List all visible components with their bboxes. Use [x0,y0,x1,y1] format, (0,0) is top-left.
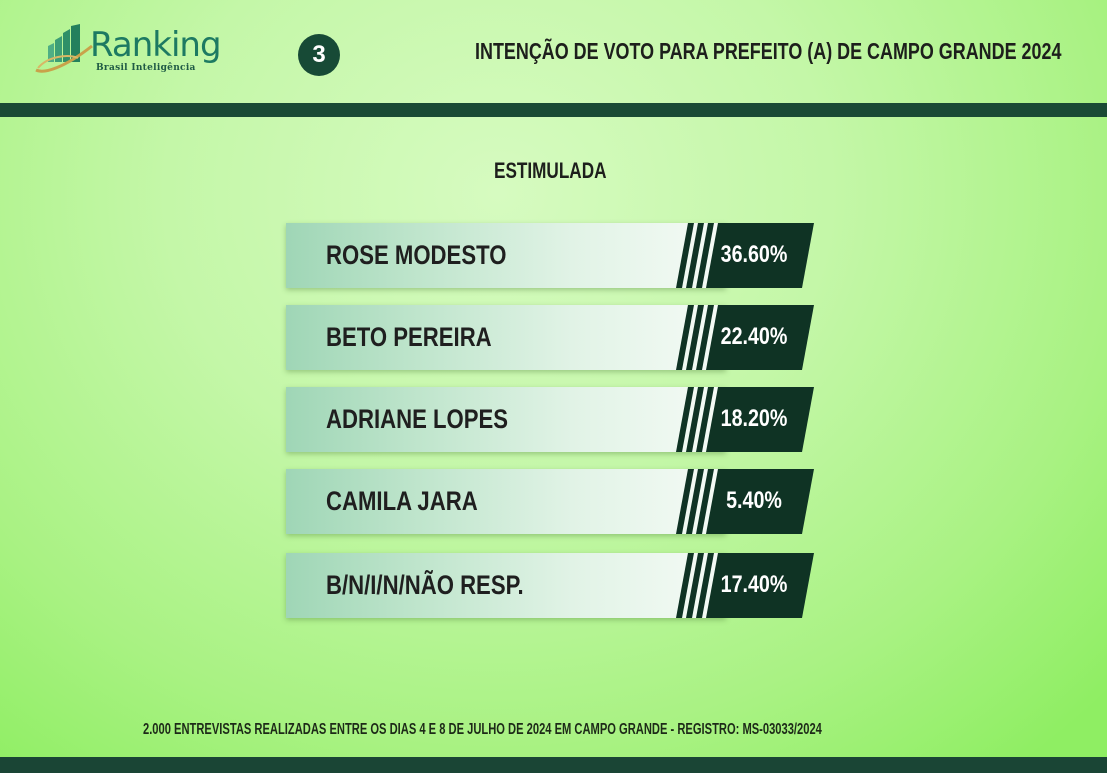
slanted-stripes-icon [676,387,814,452]
page-number-badge: 3 [298,34,340,76]
result-row: B/N/I/N/NÃO RESP. 17.40% [286,553,826,619]
candidate-bar: ADRIANE LOPES [286,387,726,452]
candidate-bar: BETO PEREIRA [286,305,726,370]
result-row: CAMILA JARA 5.40% [286,469,826,535]
candidate-name: CAMILA JARA [326,486,478,516]
footer-band [0,757,1107,773]
survey-methodology-note: 2.000 ENTREVISTAS REALIZADAS ENTRE OS DI… [143,721,822,738]
logo-wordmark: Ranking [90,25,222,65]
candidate-bar: CAMILA JARA [286,469,726,534]
candidate-bar: ROSE MODESTO [286,223,726,288]
result-row: BETO PEREIRA 22.40% [286,305,826,371]
result-row: ADRIANE LOPES 18.20% [286,387,826,453]
result-row: ROSE MODESTO 36.60% [286,223,826,289]
slanted-stripes-icon [676,469,814,534]
logo-tagline: Brasil Inteligência [96,63,196,73]
percentage-tag: 17.40% [668,553,818,618]
ranking-logo: Ranking Brasil Inteligência [34,24,224,78]
candidate-bar: B/N/I/N/NÃO RESP. [286,553,726,618]
candidate-name: ADRIANE LOPES [326,404,509,434]
percentage-tag: 18.20% [668,387,818,452]
percentage-tag: 22.40% [668,305,818,370]
percentage-tag: 36.60% [668,223,818,288]
bar-chart-swoosh-icon [35,24,93,73]
chart-subtitle: ESTIMULADA [494,158,607,183]
percentage-value: 18.20% [720,405,788,432]
slanted-stripes-icon [676,223,814,288]
slanted-stripes-icon [676,305,814,370]
candidate-name: B/N/I/N/NÃO RESP. [326,570,524,600]
percentage-tag: 5.40% [668,469,818,534]
page-title: INTENÇÃO DE VOTO PARA PREFEITO (A) DE CA… [475,38,1062,64]
candidate-name: ROSE MODESTO [326,240,507,270]
header-divider-band [0,103,1107,117]
percentage-value: 5.40% [726,487,782,514]
percentage-value: 17.40% [720,571,788,598]
percentage-value: 22.40% [720,323,788,350]
percentage-value: 36.60% [720,241,788,268]
candidate-name: BETO PEREIRA [326,322,492,352]
slanted-stripes-icon [676,553,814,618]
